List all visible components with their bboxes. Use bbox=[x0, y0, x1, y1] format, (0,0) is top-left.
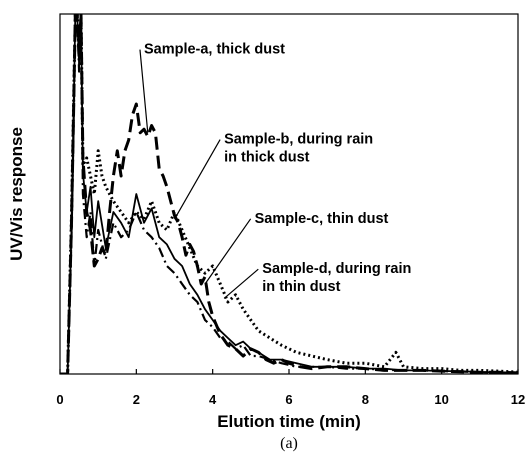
annotation-3: Sample-c, thin dust bbox=[204, 211, 389, 285]
x-axis-title: Elution time (min) bbox=[217, 412, 361, 431]
series-line-3 bbox=[60, 14, 518, 374]
series-line-2 bbox=[60, 14, 518, 374]
plot-frame bbox=[59, 13, 519, 375]
x-tick-label: 6 bbox=[285, 392, 292, 407]
x-tick-label: 2 bbox=[133, 392, 140, 407]
annotation-label: in thin dust bbox=[262, 279, 340, 295]
x-tick-label: 12 bbox=[511, 392, 525, 407]
annotation-layer: Sample-a, thick dust Sample-b, during rai… bbox=[139, 42, 411, 299]
x-tick-layer: 0 2 4 6 8 10 12 bbox=[56, 369, 525, 407]
annotation-leader-line bbox=[204, 218, 252, 285]
figure-caption: (a) bbox=[280, 435, 298, 452]
annotation-leader-line bbox=[139, 49, 149, 133]
annotation-label: in thick dust bbox=[224, 150, 310, 166]
x-tick-label: 0 bbox=[56, 392, 63, 407]
annotation-label: Sample-d, during rain bbox=[262, 261, 411, 277]
series-line-1 bbox=[60, 14, 518, 374]
x-tick-label: 10 bbox=[434, 392, 448, 407]
annotation-4: Sample-d, during rain in thin dust bbox=[223, 261, 411, 299]
annotation-leader-line bbox=[223, 268, 259, 299]
x-tick-label: 8 bbox=[362, 392, 369, 407]
x-tick-label: 4 bbox=[209, 392, 217, 407]
annotation-leader-line bbox=[173, 139, 221, 220]
annotation-1: Sample-a, thick dust bbox=[139, 42, 285, 133]
annotation-label: Sample-b, during rain bbox=[224, 132, 373, 148]
annotation-label: Sample-c, thin dust bbox=[255, 211, 389, 227]
series-layer bbox=[60, 14, 518, 374]
y-axis-title: UV/Vis response bbox=[7, 127, 26, 261]
annotation-label: Sample-a, thick dust bbox=[144, 42, 285, 58]
series-line-4 bbox=[60, 14, 518, 374]
annotation-2: Sample-b, during rain in thick dust bbox=[173, 132, 373, 220]
